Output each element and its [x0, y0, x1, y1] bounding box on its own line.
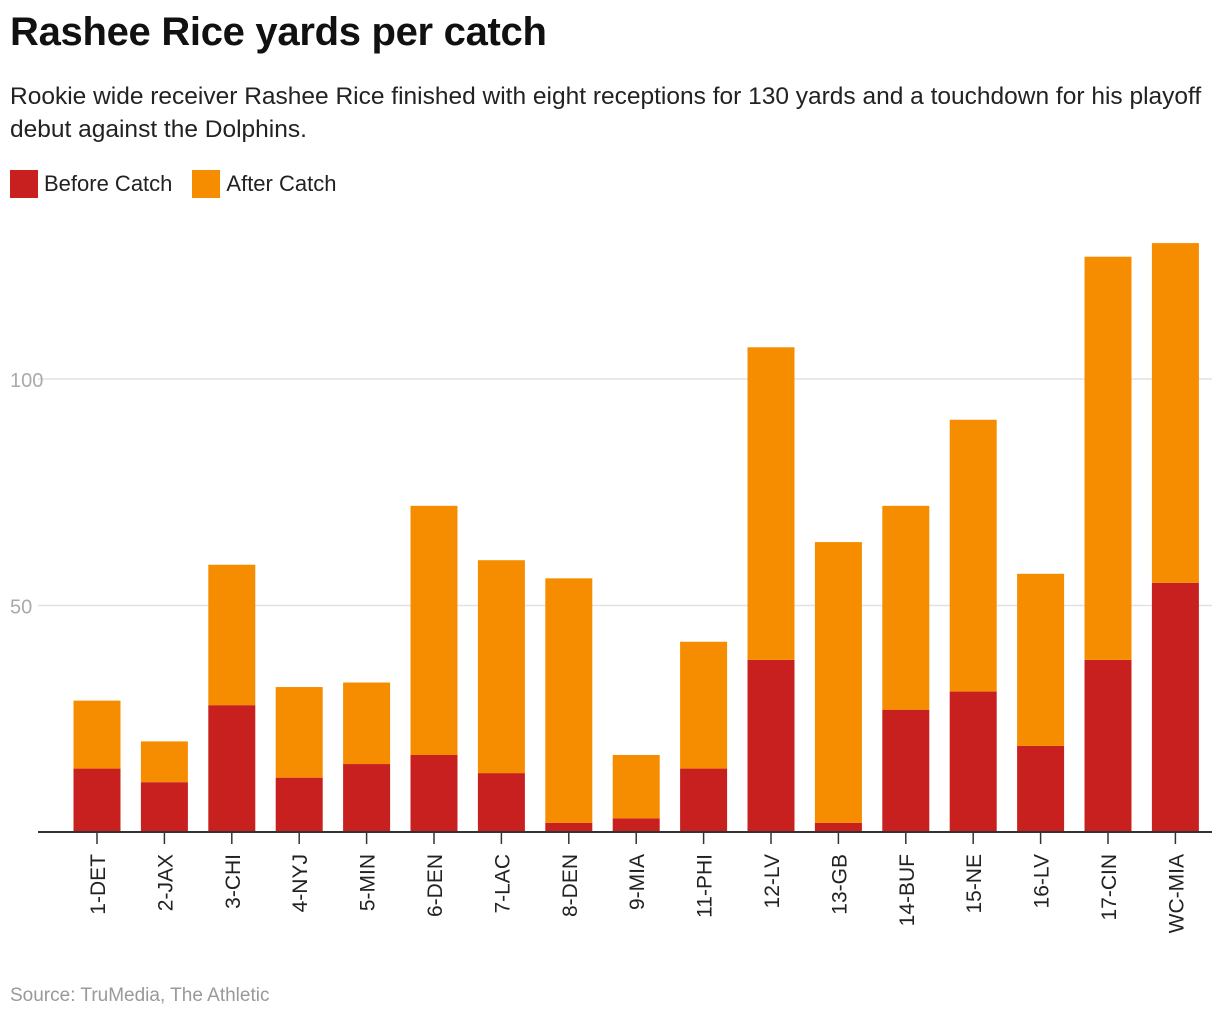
x-tick-label-17-cin: 17-CIN	[1098, 854, 1121, 921]
bar-before-catch-15-ne	[949, 691, 997, 832]
x-tick-label-8-den: 8-DEN	[559, 854, 582, 917]
bar-before-catch-9-mia	[612, 818, 660, 832]
bar-after-catch-7-lac	[477, 560, 525, 774]
bar-after-catch-16-lv	[1017, 573, 1065, 746]
bar-after-catch-14-buf	[882, 505, 930, 710]
bar-before-catch-13-gb	[814, 822, 862, 832]
legend: Before Catch After Catch	[10, 170, 356, 198]
bar-chart: 50 100 1-DET 2-JAX 3-CHI 4-NYJ 5-MIN 6-DEN 7-LAC…	[10, 243, 1212, 933]
legend-label-after-catch: After Catch	[226, 171, 337, 196]
bar-after-catch-12-lv	[747, 347, 795, 660]
bar-before-catch-1-det	[73, 768, 121, 832]
bar-before-catch-5-min	[343, 764, 391, 832]
bar-before-catch-8-den	[545, 822, 593, 832]
legend-item-after-catch: After Catch	[192, 170, 336, 198]
legend-swatch-after-catch	[192, 170, 221, 198]
bar-before-catch-17-cin	[1084, 659, 1132, 832]
bar-before-catch-2-jax	[140, 782, 188, 832]
legend-swatch-before-catch	[10, 170, 38, 198]
x-tick-label-12-lv: 12-LV	[761, 854, 784, 908]
bar-before-catch-6-den	[410, 754, 458, 832]
x-tick-label-4-nyj: 4-NYJ	[289, 854, 312, 912]
bar-after-catch-9-mia	[612, 754, 660, 819]
bar-after-catch-3-chi	[208, 564, 256, 706]
legend-label-before-catch: Before Catch	[44, 171, 173, 196]
bar-before-catch-wc-mia	[1151, 582, 1199, 832]
x-tick-label-15-ne: 15-NE	[963, 854, 986, 914]
y-tick-label-50: 50	[10, 597, 32, 619]
legend-item-before-catch: Before Catch	[10, 170, 172, 198]
x-tick-label-16-lv: 16-LV	[1031, 854, 1054, 908]
bar-after-catch-2-jax	[140, 741, 188, 783]
x-tick-label-1-det: 1-DET	[87, 854, 110, 915]
x-tick-label-13-gb: 13-GB	[828, 854, 851, 915]
bar-after-catch-17-cin	[1084, 256, 1132, 660]
bar-after-catch-5-min	[343, 682, 391, 765]
bar-after-catch-1-det	[73, 700, 121, 769]
bar-after-catch-13-gb	[814, 542, 862, 823]
bar-before-catch-3-chi	[208, 705, 256, 832]
bar-before-catch-4-nyj	[275, 777, 323, 832]
x-tick-label-9-mia: 9-MIA	[626, 854, 649, 910]
x-tick-label-14-buf: 14-BUF	[896, 854, 919, 926]
x-tick-label-2-jax: 2-JAX	[154, 854, 177, 911]
chart-subtitle: Rookie wide receiver Rashee Rice finishe…	[10, 83, 1202, 143]
bar-before-catch-12-lv	[747, 659, 795, 832]
bar-before-catch-11-phi	[680, 768, 728, 832]
source-note: Source: TruMedia, The Athletic	[10, 985, 270, 1006]
bar-before-catch-14-buf	[882, 709, 930, 832]
bar-before-catch-16-lv	[1017, 745, 1065, 832]
x-tick-label-6-den: 6-DEN	[424, 854, 447, 917]
bar-after-catch-4-nyj	[275, 687, 323, 778]
x-tick-label-wc-mia: WC-MIA	[1165, 854, 1188, 933]
x-tick-label-5-min: 5-MIN	[357, 854, 380, 911]
y-tick-label-100: 100	[10, 370, 43, 392]
x-tick-label-7-lac: 7-LAC	[491, 854, 514, 914]
chart-title: Rashee Rice yards per catch	[10, 10, 547, 54]
bar-after-catch-15-ne	[949, 419, 997, 692]
bar-after-catch-11-phi	[680, 641, 728, 769]
bar-before-catch-7-lac	[477, 773, 525, 832]
bar-after-catch-6-den	[410, 505, 458, 755]
x-tick-label-11-phi: 11-PHI	[694, 854, 717, 918]
bar-after-catch-wc-mia	[1151, 243, 1199, 583]
bar-after-catch-8-den	[545, 578, 593, 823]
x-tick-label-3-chi: 3-CHI	[222, 854, 245, 909]
